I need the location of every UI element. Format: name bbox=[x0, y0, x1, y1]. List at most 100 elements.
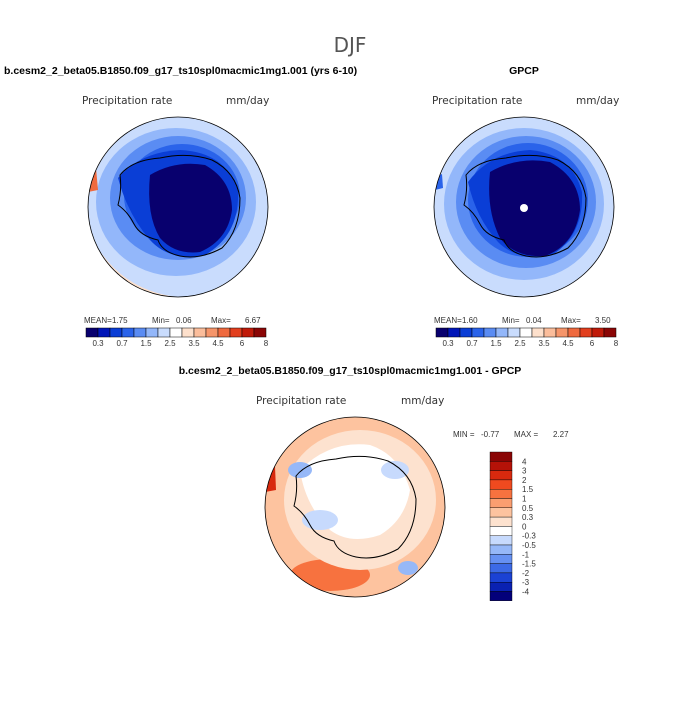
colorbar-swatch bbox=[205, 327, 219, 338]
colorbar-tick-label: 0.3 bbox=[92, 339, 104, 348]
colorbar-tick-label: -1 bbox=[522, 550, 530, 559]
colorbar-swatch bbox=[157, 327, 171, 338]
colorbar-tick-label: 8 bbox=[264, 339, 269, 348]
colorbar-swatch bbox=[447, 327, 461, 338]
colorbar-tick-label: 0.5 bbox=[522, 504, 534, 513]
colorbar-swatch bbox=[489, 461, 513, 471]
colorbar-tick-label: 8 bbox=[614, 339, 619, 348]
panel-obs-units: mm/day bbox=[576, 95, 619, 107]
panel-diff-border bbox=[264, 416, 446, 598]
panel-obs-variable: Precipitation rate bbox=[432, 95, 522, 107]
colorbar-swatch bbox=[489, 479, 513, 490]
colorbar-tick-label: 6 bbox=[590, 339, 595, 348]
panel-obs-colorbar: 0.3 0.7 1.5 2.5 3.5 4.5 6 8 bbox=[435, 327, 619, 348]
panel-obs-min-value: 0.04 bbox=[526, 316, 542, 325]
panel-obs-border bbox=[433, 116, 615, 298]
panel-model-mean-label: MEAN= bbox=[84, 316, 112, 325]
contour-band-core bbox=[149, 163, 232, 253]
colorbar-swatch bbox=[543, 327, 557, 338]
colorbar-tick-label: 0.3 bbox=[442, 339, 454, 348]
colorbar-tick-label: 1 bbox=[522, 495, 527, 504]
season-title: DJF bbox=[334, 33, 367, 57]
panel-obs-mean-value: 1.60 bbox=[462, 316, 478, 325]
colorbar-tick-label: -0.3 bbox=[522, 532, 536, 541]
colorbar-tick-label: 4 bbox=[522, 457, 527, 466]
panel-diff-map bbox=[265, 417, 445, 597]
colorbar-swatch bbox=[489, 498, 513, 509]
colorbar-swatch bbox=[241, 327, 255, 338]
colorbar-swatch bbox=[217, 327, 231, 338]
colorbar-tick-label: 4.5 bbox=[212, 339, 224, 348]
colorbar-swatch bbox=[459, 327, 473, 338]
colorbar-tick-label: 3.5 bbox=[188, 339, 200, 348]
colorbar-swatch bbox=[483, 327, 497, 338]
colorbar-swatch bbox=[253, 327, 267, 338]
panel-model-min-value: 0.06 bbox=[176, 316, 192, 325]
panel-model-map bbox=[88, 117, 268, 297]
colorbar-tick-label: -4 bbox=[522, 588, 530, 597]
colorbar-swatch bbox=[519, 327, 533, 338]
antarctica-outline bbox=[463, 154, 587, 258]
colorbar-swatch bbox=[489, 591, 513, 602]
panel-diff-title: b.cesm2_2_beta05.B1850.f09_g17_ts10spl0m… bbox=[179, 365, 522, 377]
panel-model-title: b.cesm2_2_beta05.B1850.f09_g17_ts10spl0m… bbox=[4, 65, 357, 77]
colorbar-swatch bbox=[489, 544, 513, 555]
antarctica-outline bbox=[293, 455, 417, 559]
panel-diff-min-value: -0.77 bbox=[481, 430, 500, 439]
colorbar-swatch bbox=[471, 327, 485, 338]
colorbar-swatch bbox=[133, 327, 147, 338]
colorbar-swatch bbox=[531, 327, 545, 338]
negative-difference-patch bbox=[302, 510, 338, 530]
colorbar-swatch bbox=[603, 327, 617, 338]
panel-obs-max-value: 3.50 bbox=[595, 316, 611, 325]
colorbar-swatch bbox=[555, 327, 569, 338]
panel-obs-min-label: Min= bbox=[502, 316, 520, 325]
colorbar-swatch bbox=[85, 327, 99, 338]
colorbar-swatch bbox=[121, 327, 135, 338]
panel-model-mean-value: 1.75 bbox=[112, 316, 128, 325]
panel-obs-max-label: Max= bbox=[561, 316, 581, 325]
colorbar-swatch bbox=[97, 327, 111, 338]
colorbar-tick-label: 2 bbox=[522, 476, 527, 485]
colorbar-tick-label: 3 bbox=[522, 467, 527, 476]
panel-diff-units: mm/day bbox=[401, 395, 444, 407]
colorbar-swatch bbox=[109, 327, 123, 338]
negative-difference-patch bbox=[381, 461, 409, 479]
panel-model-max-value: 6.67 bbox=[245, 316, 261, 325]
colorbar-tick-label: 1.5 bbox=[140, 339, 152, 348]
panel-obs-title: GPCP bbox=[509, 65, 539, 77]
colorbar-tick-label: -2 bbox=[522, 569, 530, 578]
colorbar-tick-label: 0.7 bbox=[116, 339, 128, 348]
panel-model-colorbar: 0.3 0.7 1.5 2.5 3.5 4.5 6 8 bbox=[85, 327, 269, 348]
colorbar-swatch bbox=[591, 327, 605, 338]
colorbar-swatch bbox=[169, 327, 183, 338]
panel-model-units: mm/day bbox=[226, 95, 269, 107]
colorbar-swatch bbox=[489, 489, 513, 499]
colorbar-swatch bbox=[507, 327, 521, 338]
colorbar-swatch bbox=[489, 563, 513, 574]
colorbar-tick-label: 1.5 bbox=[522, 485, 534, 494]
colorbar-swatch bbox=[489, 507, 513, 518]
colorbar-tick-label: 4.5 bbox=[562, 339, 574, 348]
colorbar-tick-label: -0.5 bbox=[522, 541, 536, 550]
colorbar-swatch bbox=[489, 470, 513, 481]
colorbar-tick-label: -1.5 bbox=[522, 560, 536, 569]
colorbar-swatch bbox=[181, 327, 195, 338]
colorbar-tick-label: 0 bbox=[522, 522, 527, 531]
pole-missing-data bbox=[344, 508, 352, 516]
colorbar-swatch bbox=[489, 526, 513, 536]
colorbar-swatch bbox=[145, 327, 159, 338]
colorbar-swatch bbox=[495, 327, 509, 338]
colorbar-swatch bbox=[489, 554, 513, 564]
panel-model-border bbox=[87, 116, 269, 298]
colorbar-tick-label: 1.5 bbox=[490, 339, 502, 348]
colorbar-swatch bbox=[193, 327, 207, 338]
colorbar-swatch bbox=[435, 327, 449, 338]
contour-band-core bbox=[489, 160, 580, 257]
colorbar-swatch bbox=[489, 451, 513, 462]
pole-missing-data bbox=[520, 204, 528, 212]
colorbar-tick-label: 2.5 bbox=[514, 339, 526, 348]
panel-model-max-label: Max= bbox=[211, 316, 231, 325]
negative-difference-patch bbox=[398, 561, 418, 575]
